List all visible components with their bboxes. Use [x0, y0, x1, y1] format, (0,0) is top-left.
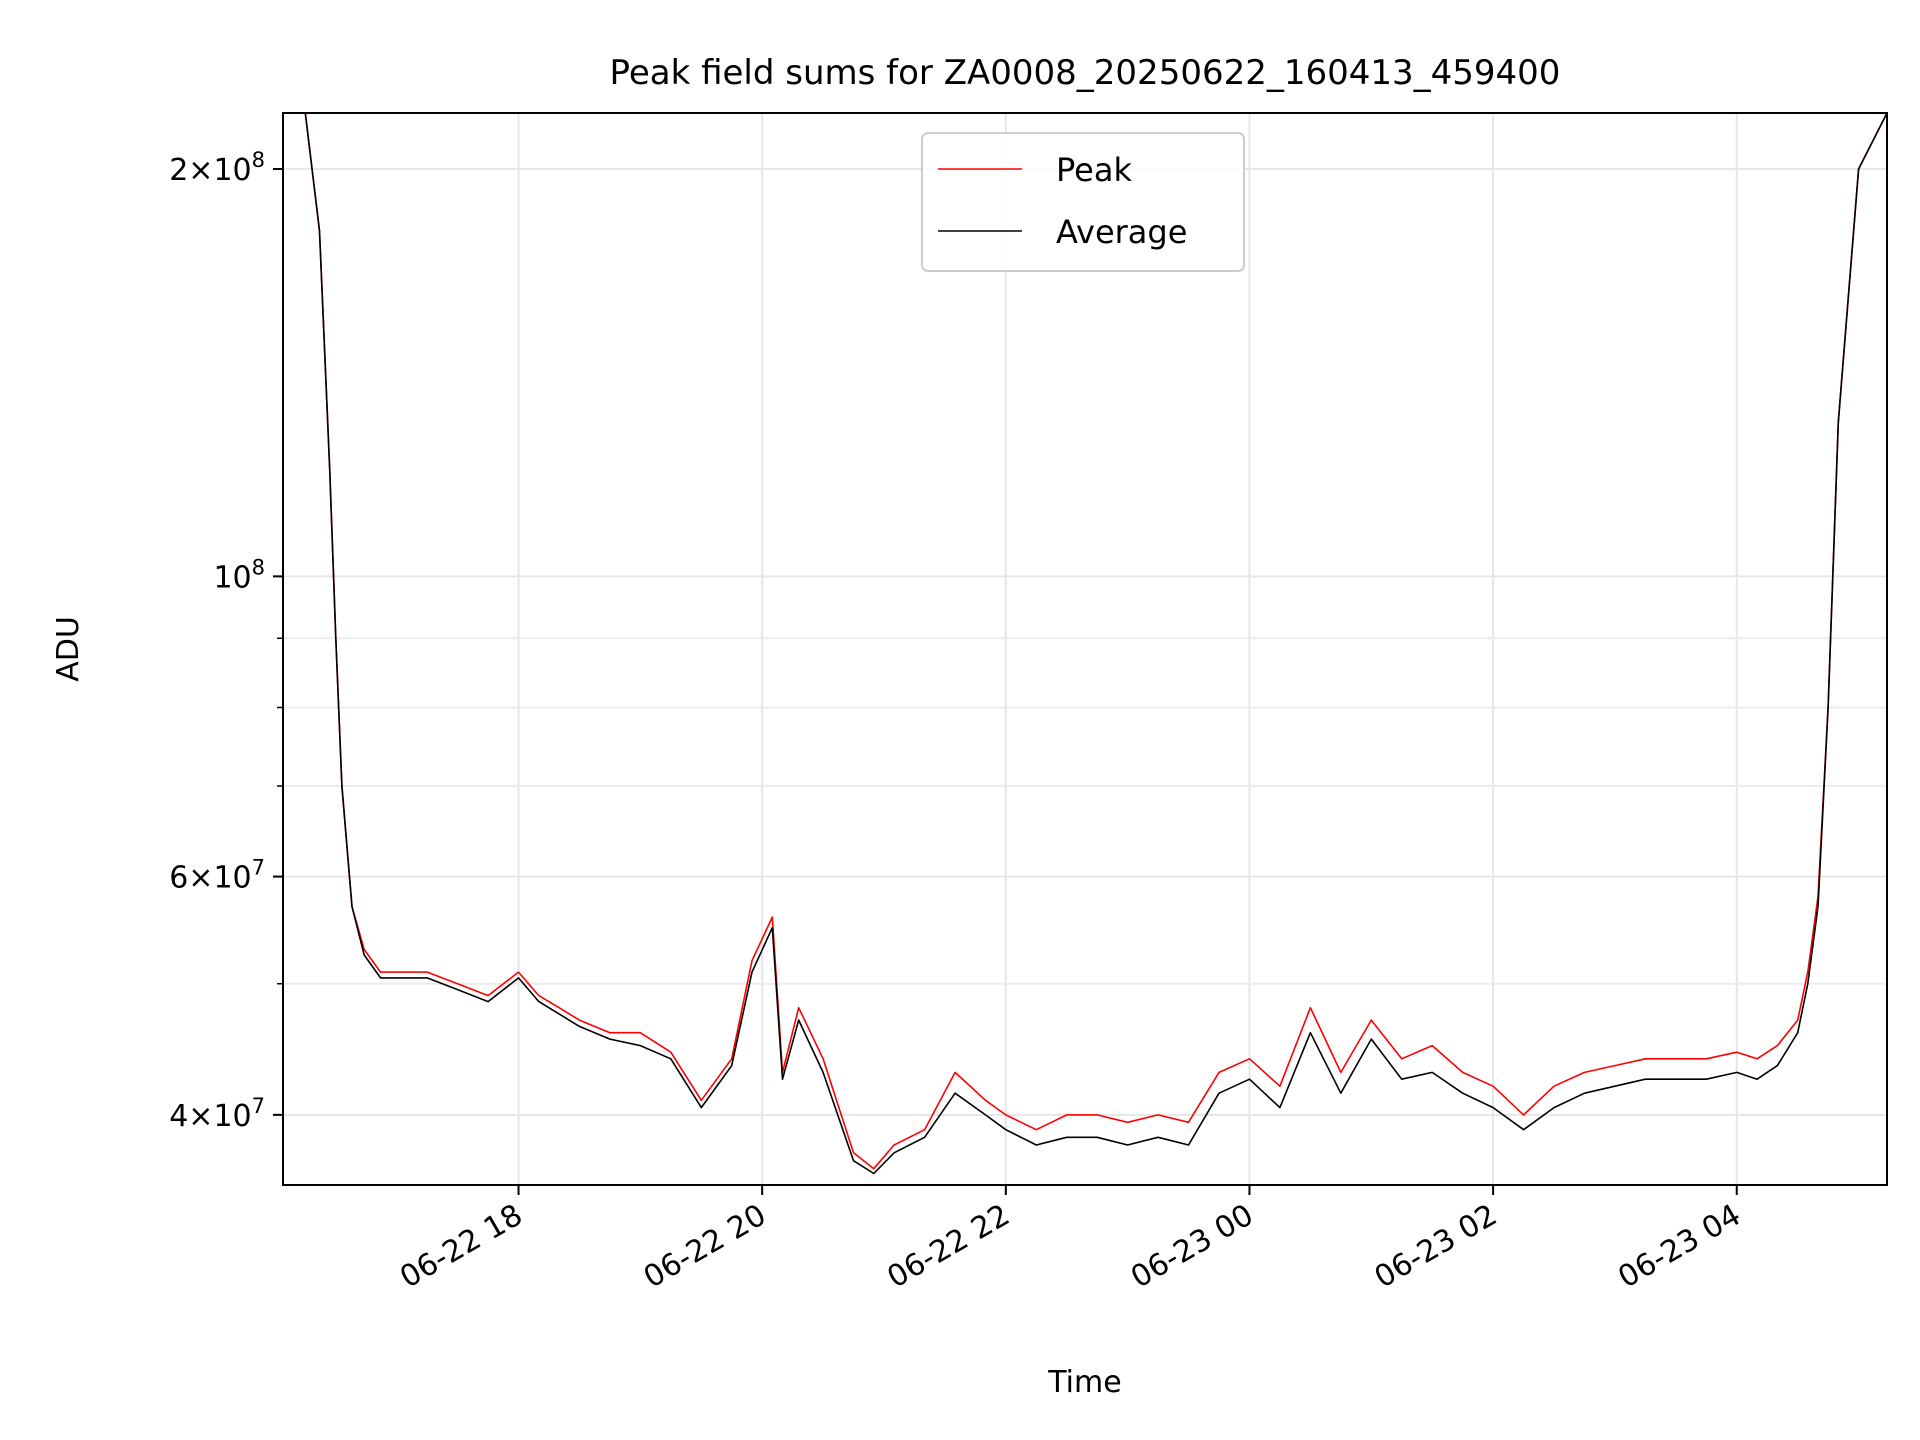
chart-title: Peak field sums for ZA0008_20250622_1604… [610, 53, 1561, 93]
series-line-average [283, 113, 1887, 1175]
legend-box [921, 132, 1245, 272]
plot-frame [282, 112, 1888, 1186]
legend: Peak Average [921, 132, 1245, 272]
series-line-peak [283, 113, 1887, 1170]
series-layer [283, 113, 1887, 1175]
plot-series [283, 113, 1887, 1175]
legend-label-average: Average [1056, 213, 1187, 251]
y-axis-label: ADU [51, 616, 86, 682]
x-axis-label: Time [1047, 1365, 1121, 1400]
y-tick-label: 6×107 [169, 856, 265, 896]
y-tick-label: 2×108 [169, 148, 265, 188]
legend-label-peak: Peak [1056, 151, 1132, 189]
y-tick-label: 4×107 [169, 1094, 265, 1134]
y-tick-label: 108 [213, 555, 265, 595]
